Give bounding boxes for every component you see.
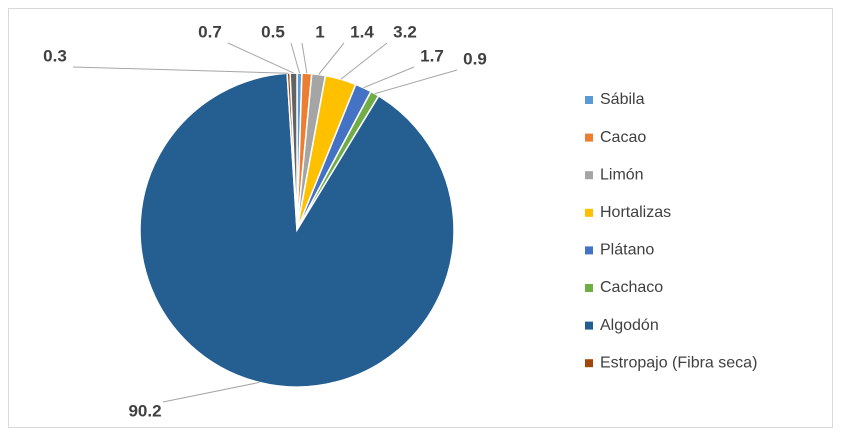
legend-swatch <box>585 133 593 142</box>
data-label: 1 <box>315 22 324 41</box>
leader-line <box>72 66 289 74</box>
leader-line <box>340 42 388 80</box>
legend-label: Hortalizas <box>600 204 671 221</box>
data-label: 0.3 <box>43 46 67 65</box>
leader-line <box>318 42 345 75</box>
legend-label: Estropajo (Fibra seca) <box>600 354 757 371</box>
legend-swatch <box>585 96 593 104</box>
legend-label: Algodón <box>600 317 659 334</box>
data-label: 90.2 <box>128 401 161 420</box>
legend-swatch <box>585 246 593 255</box>
legend-swatch <box>585 321 593 330</box>
data-label: 3.2 <box>393 22 417 41</box>
legend: Sábila Cacao Limón Hortalizas Plátano Cachaco… <box>585 91 757 371</box>
data-label: 0.9 <box>463 49 487 68</box>
leader-line <box>290 42 300 74</box>
legend-swatch <box>585 171 593 180</box>
data-label: 1.4 <box>350 22 374 41</box>
leader-line <box>301 42 308 74</box>
legend-label: Cacao <box>600 129 646 146</box>
leader-line <box>227 42 294 74</box>
leader-line <box>162 381 260 403</box>
legend-label: Limón <box>600 166 644 183</box>
legend-swatch <box>585 284 593 292</box>
legend-label: Plátano <box>600 242 654 259</box>
legend-label: Sábila <box>600 91 645 108</box>
legend-swatch <box>585 359 593 368</box>
data-label: 0.7 <box>198 22 222 41</box>
data-label: 1.7 <box>420 46 444 65</box>
legend-label: Cachaco <box>600 279 663 296</box>
leader-line <box>363 66 415 89</box>
legend-swatch <box>585 208 593 217</box>
leader-line <box>374 69 458 95</box>
pie: 0.5 1 1.4 3.21.7 0.9 90.2 0.3 0.7 <box>43 22 487 420</box>
data-label: 0.5 <box>261 22 285 41</box>
pie-slice <box>139 72 455 388</box>
